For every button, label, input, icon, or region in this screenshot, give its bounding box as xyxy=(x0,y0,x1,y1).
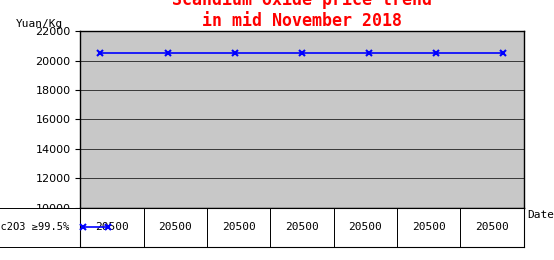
Sc2O3  ≥99.5% xyxy=(299,52,305,55)
Sc2O3  ≥99.5% xyxy=(97,52,104,55)
Sc2O3  ≥99.5% xyxy=(366,52,372,55)
Sc2O3  ≥99.5% xyxy=(500,52,507,55)
Sc2O3  ≥99.5% xyxy=(433,52,439,55)
Text: Date: Date xyxy=(527,210,554,219)
Line: Sc2O3  ≥99.5%: Sc2O3 ≥99.5% xyxy=(97,50,507,57)
Sc2O3  ≥99.5% xyxy=(232,52,238,55)
Sc2O3  ≥99.5% xyxy=(165,52,171,55)
Text: Yuan/Kg: Yuan/Kg xyxy=(16,20,63,29)
Title: Scandium oxide price trend
in mid November 2018: Scandium oxide price trend in mid Novemb… xyxy=(172,0,432,30)
